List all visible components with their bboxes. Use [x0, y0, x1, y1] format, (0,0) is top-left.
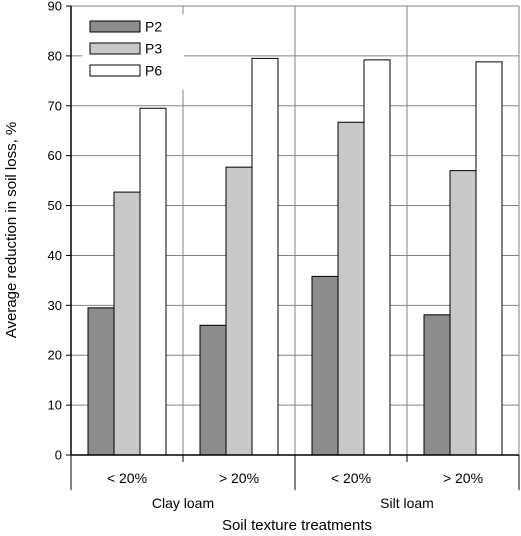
legend-swatch-p6 [89, 64, 141, 77]
bar-p6-0 [139, 107, 167, 456]
group-label: Silt loam [380, 495, 434, 511]
y-tick-label: 60 [48, 148, 62, 163]
x-category-labels: < 20% > 20% < 20% > 20% Clay loam Silt loam [107, 470, 483, 511]
bars [87, 57, 503, 456]
x-category-label: > 20% [219, 470, 259, 486]
legend: P2 P3 P6 [82, 14, 184, 90]
y-tick-label: 70 [48, 98, 62, 113]
y-tick-label: 90 [48, 0, 62, 14]
bar-p3-0 [113, 191, 141, 456]
x-category-label: < 20% [331, 470, 371, 486]
bar-p3-2 [337, 121, 365, 456]
bar-p2-2 [311, 275, 339, 456]
legend-label: P2 [145, 19, 162, 35]
x-category-label: > 20% [443, 470, 483, 486]
bar-p3-3 [449, 170, 477, 456]
y-tick-label: 0 [55, 448, 62, 463]
y-tick-label: 80 [48, 48, 62, 63]
y-tick-label: 20 [48, 348, 62, 363]
y-tick-label: 40 [48, 248, 62, 263]
bar-p2-3 [423, 314, 451, 456]
axes [66, 5, 520, 490]
legend-swatch-p3 [89, 42, 141, 55]
y-tick-labels: 0 10 20 30 40 50 60 70 80 90 [48, 0, 62, 463]
y-axis-label: Average reduction in soil loss, % [3, 122, 20, 339]
bar-p2-1 [199, 324, 227, 456]
y-tick-label: 30 [48, 298, 62, 313]
bar-p6-3 [475, 61, 503, 456]
y-tick-label: 50 [48, 198, 62, 213]
bar-p2-0 [87, 307, 115, 456]
bar-p6-2 [363, 59, 391, 456]
bar-p6-1 [251, 57, 279, 456]
legend-label: P3 [145, 41, 162, 57]
bar-p3-1 [225, 166, 253, 456]
legend-label: P6 [145, 63, 162, 79]
x-axis-label: Soil texture treatments [222, 517, 372, 534]
legend-swatch-p2 [89, 20, 141, 33]
group-label: Clay loam [152, 495, 214, 511]
x-category-label: < 20% [107, 470, 147, 486]
y-tick-label: 10 [48, 398, 62, 413]
